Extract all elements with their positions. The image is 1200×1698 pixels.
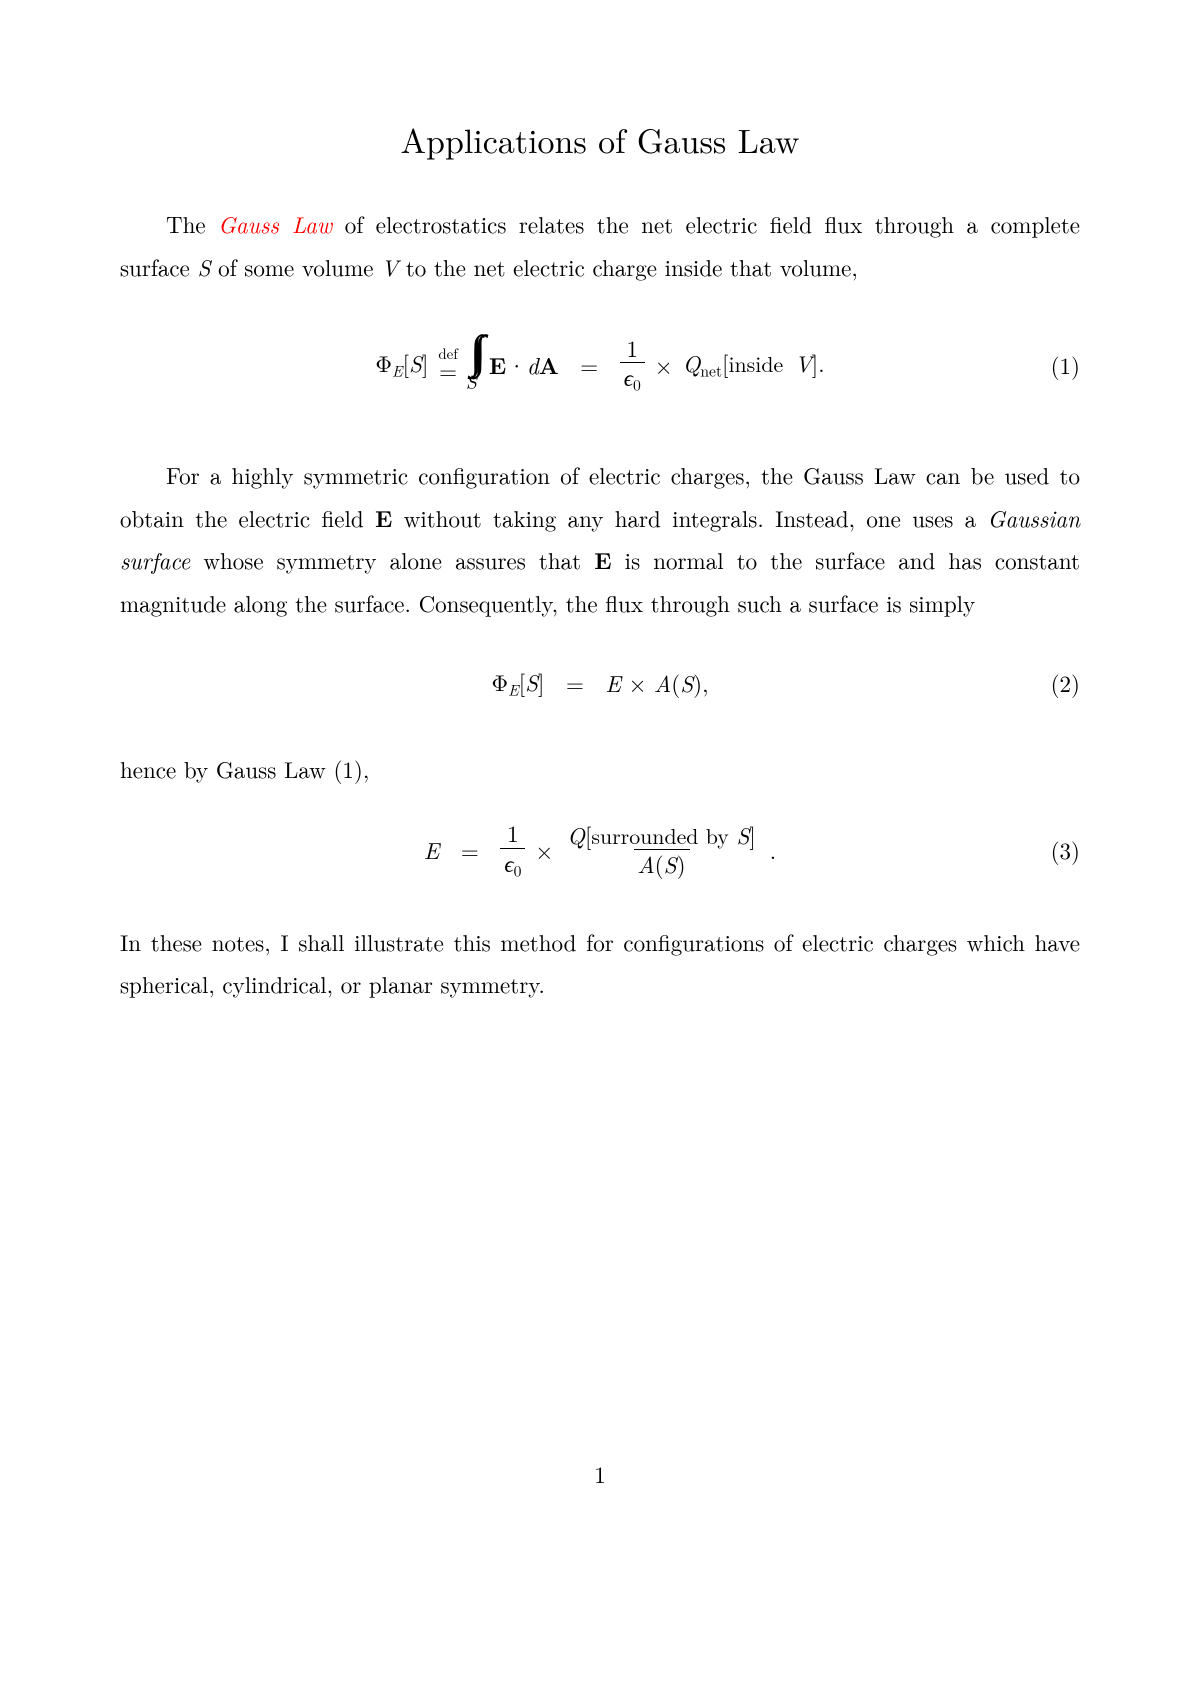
- equation-1-body: ΦE[S] def= ∫∫ S E · dA = 1 ϵ0 × Qnet[ins…: [375, 333, 824, 395]
- paragraph-3: hence by Gauss Law (1),: [120, 748, 1080, 791]
- var-e: E: [594, 543, 611, 576]
- text: to the net electric charge inside that v…: [398, 250, 858, 283]
- integrand: E · dA: [489, 348, 559, 381]
- rhs: E × A(S),: [605, 666, 708, 699]
- times: ×: [655, 348, 673, 381]
- text: The: [166, 207, 218, 240]
- equation-3: E = 1 ϵ0 × Q[surrounded by S] A(S) . (3): [120, 815, 1080, 885]
- text: of some volume: [210, 250, 381, 283]
- eq-sign: =: [449, 833, 490, 866]
- fraction-q-over-a: Q[surrounded by S] A(S): [563, 822, 760, 878]
- equation-1-number: (1): [1051, 348, 1080, 381]
- lhs: E: [424, 833, 440, 866]
- eq-sign: =: [554, 666, 595, 699]
- fraction-1-eps0: 1 ϵ0: [620, 335, 645, 394]
- equation-2: ΦE[S] = E × A(S), (2): [120, 652, 1080, 712]
- equation-3-body: E = 1 ϵ0 × Q[surrounded by S] A(S) .: [424, 820, 776, 879]
- period: .: [770, 833, 776, 866]
- page-title: Applications of Gauss Law: [120, 115, 1080, 163]
- eq-sign: =: [569, 348, 610, 381]
- page: Applications of Gauss Law The Gauss Law …: [0, 0, 1200, 1698]
- text: whose symmetry alone assures that: [190, 543, 594, 576]
- times: ×: [535, 833, 553, 866]
- phi-e-s: ΦE[S]: [375, 346, 428, 381]
- paragraph-4: In these notes, I shall illustrate this …: [120, 921, 1080, 1006]
- equation-1: ΦE[S] def= ∫∫ S E · dA = 1 ϵ0 × Qnet[ins…: [120, 324, 1080, 404]
- def-eq-symbol: def=: [438, 347, 458, 381]
- q-net: Qnet[inside V].: [683, 346, 825, 381]
- text: without taking any hard integrals. Inste…: [392, 501, 987, 534]
- fraction-1-eps0: 1 ϵ0: [500, 820, 525, 879]
- page-number: 1: [0, 1457, 1200, 1490]
- intro-paragraph: The Gauss Law of electrostatics relates …: [120, 203, 1080, 288]
- equation-3-number: (3): [1051, 833, 1080, 866]
- var-s: S: [198, 250, 211, 283]
- var-e: E: [375, 501, 392, 534]
- var-v: V: [381, 250, 398, 283]
- equation-2-number: (2): [1051, 666, 1080, 699]
- phi-e-s: ΦE[S]: [491, 665, 544, 700]
- equation-2-body: ΦE[S] = E × A(S),: [491, 665, 708, 700]
- double-integral-icon: ∫∫ S: [470, 333, 477, 395]
- paragraph-2: For a highly symmetric configuration of …: [120, 454, 1080, 624]
- gauss-law-term: Gauss Law: [218, 207, 332, 240]
